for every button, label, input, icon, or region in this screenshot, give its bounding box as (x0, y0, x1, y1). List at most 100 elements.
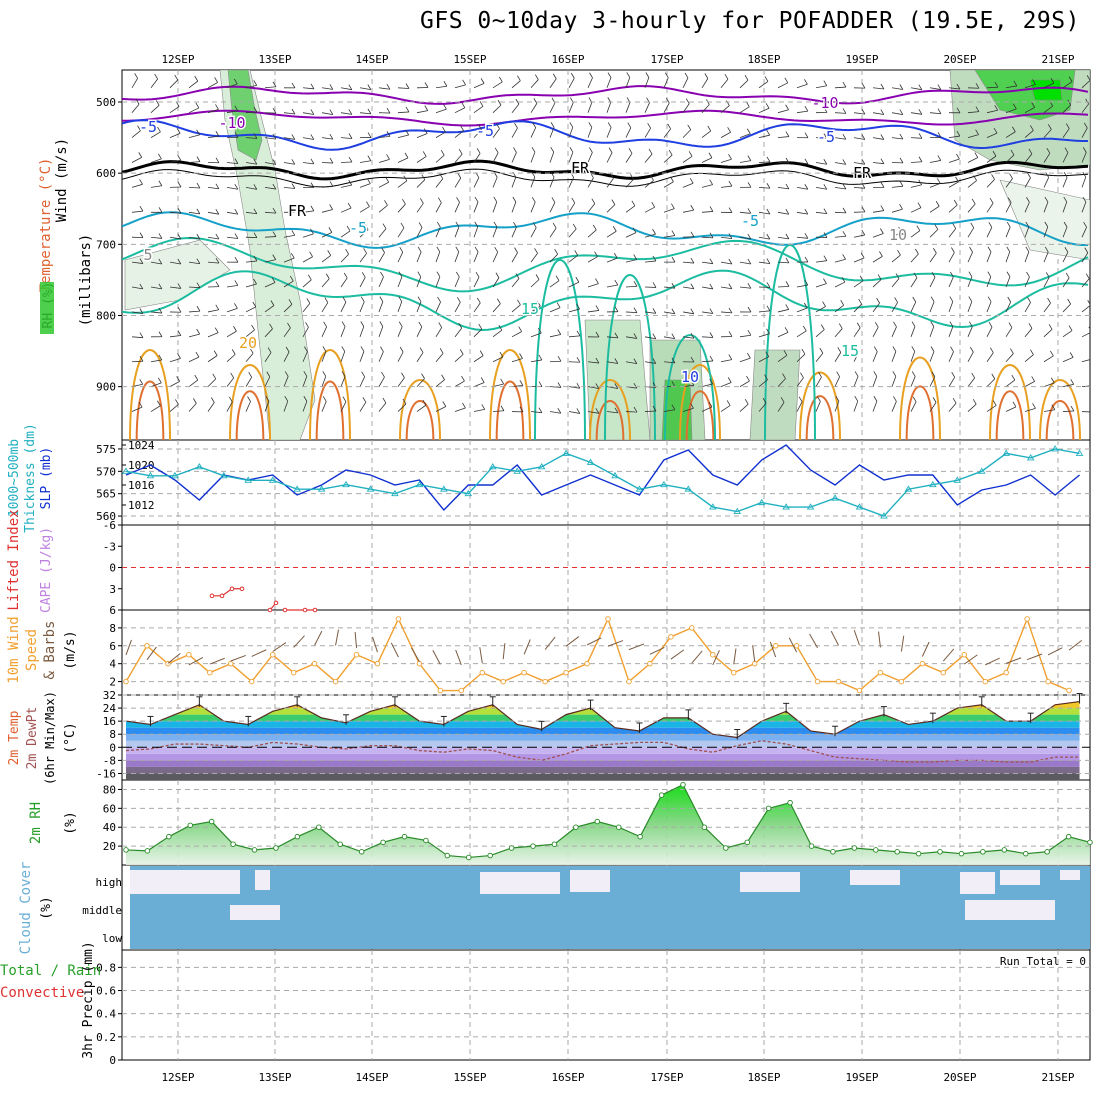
rh-point (230, 841, 236, 847)
ytick-label: 80 (103, 783, 116, 796)
wind-barb (188, 80, 198, 89)
wind-barb (169, 286, 181, 289)
ytick-label: 800 (96, 309, 116, 322)
wind-barb (701, 184, 713, 188)
wind-barb-feather (877, 274, 882, 280)
wind-barb-feather (650, 175, 654, 181)
wind-barb-feather (611, 199, 616, 205)
wind-barb-feather (554, 248, 558, 255)
wind-barb-feather (422, 151, 427, 157)
wind-barb-feather (993, 127, 998, 134)
wind-barb-feather (418, 321, 423, 328)
wind-barb (929, 252, 937, 263)
wind-barb (1081, 411, 1090, 413)
wind-barb (815, 211, 827, 215)
wind-barb (340, 253, 349, 263)
rh-point (530, 843, 536, 849)
lifted-index-point (282, 607, 288, 613)
temp-band (126, 701, 1080, 709)
thickness-point (806, 503, 815, 510)
wind-barb-feather (343, 272, 348, 279)
wind-barb (682, 129, 692, 138)
temp-contour-25 (685, 390, 715, 440)
wind-barb-feather (951, 247, 955, 253)
wind-barb-feather (458, 148, 463, 155)
wind-barb-feather (135, 99, 140, 105)
wind-barb (834, 137, 846, 140)
wind-barb (549, 411, 561, 414)
wind-barb-feather (1070, 405, 1075, 412)
wind-barb (758, 187, 770, 189)
wind-barb (188, 161, 200, 163)
wind-barb-feather (1044, 196, 1049, 203)
wind-barb-feather (576, 330, 581, 337)
wind-barb-feather (911, 321, 916, 327)
wind-speed-point (919, 660, 926, 667)
wind-barb-feather (854, 371, 859, 377)
wind-barb-feather (495, 272, 500, 278)
wind-barb-feather (456, 297, 461, 303)
lifted-index-point (302, 607, 308, 613)
ytick-label: 8 (109, 622, 116, 635)
wind10-barb (432, 650, 441, 665)
temp-contour-20 (989, 364, 1031, 440)
wind-barb (644, 410, 657, 412)
wind-barb (625, 232, 637, 238)
wind-barb (891, 231, 902, 238)
wind-barb-feather (899, 157, 904, 164)
wind-barb-feather (784, 77, 789, 84)
wind-barb-feather (290, 252, 295, 259)
temp-band (126, 721, 1080, 728)
wind-barb-feather (139, 283, 144, 290)
lifted-index-point (273, 600, 279, 606)
rh-point (808, 843, 815, 849)
wind10-barb (1068, 639, 1083, 651)
wind-barb (1043, 277, 1050, 288)
wind-barb (530, 79, 539, 89)
temp-band (126, 753, 1080, 761)
wind10-barb (853, 629, 860, 646)
rh-point (1065, 833, 1072, 840)
wind-barb-feather (572, 223, 577, 230)
wind-barb-feather (785, 157, 790, 164)
wind-barb-feather (303, 396, 308, 402)
wind-barb (1005, 353, 1014, 362)
wind-barb-feather (822, 301, 826, 307)
wind-barb-feather (498, 76, 503, 83)
wind-barb-feather (873, 396, 878, 402)
wind-barb-feather (645, 72, 650, 78)
wind-barb (131, 157, 142, 163)
wind10-barb (293, 635, 305, 648)
wind-barb-feather (746, 128, 751, 134)
temp-contour-15 (122, 269, 1089, 332)
wind-barb-feather (497, 298, 501, 304)
rh-shade (999, 179, 1090, 261)
wind-barb (587, 152, 593, 163)
wind-barb (226, 83, 238, 89)
rh-point (1022, 850, 1029, 857)
wind-speed-point (710, 651, 716, 658)
wind-barb (891, 278, 900, 288)
wind-barb (207, 109, 219, 114)
wind-barb-feather (860, 252, 865, 259)
wind-barb (359, 277, 366, 288)
wind-barb-feather (329, 109, 334, 115)
wind-barb (701, 336, 714, 338)
wind-barb (739, 236, 751, 240)
wind-barb-feather (613, 252, 618, 259)
rh-point (658, 792, 665, 798)
wind-barb (663, 311, 675, 315)
thickness-point (684, 485, 693, 492)
contour-label: -5 (741, 212, 759, 230)
wind-barb (169, 211, 181, 214)
wind-barb-feather (1050, 350, 1054, 357)
rh-point (594, 818, 601, 825)
wind-barb (568, 255, 578, 263)
wind-barb-feather (973, 175, 977, 181)
wind-barb (777, 236, 789, 240)
wind-barb (777, 354, 788, 363)
wind-barb-feather (139, 258, 144, 264)
wind-barb-feather (589, 147, 593, 153)
wind-barb-feather (177, 208, 182, 214)
wind-barb-feather (665, 97, 670, 104)
